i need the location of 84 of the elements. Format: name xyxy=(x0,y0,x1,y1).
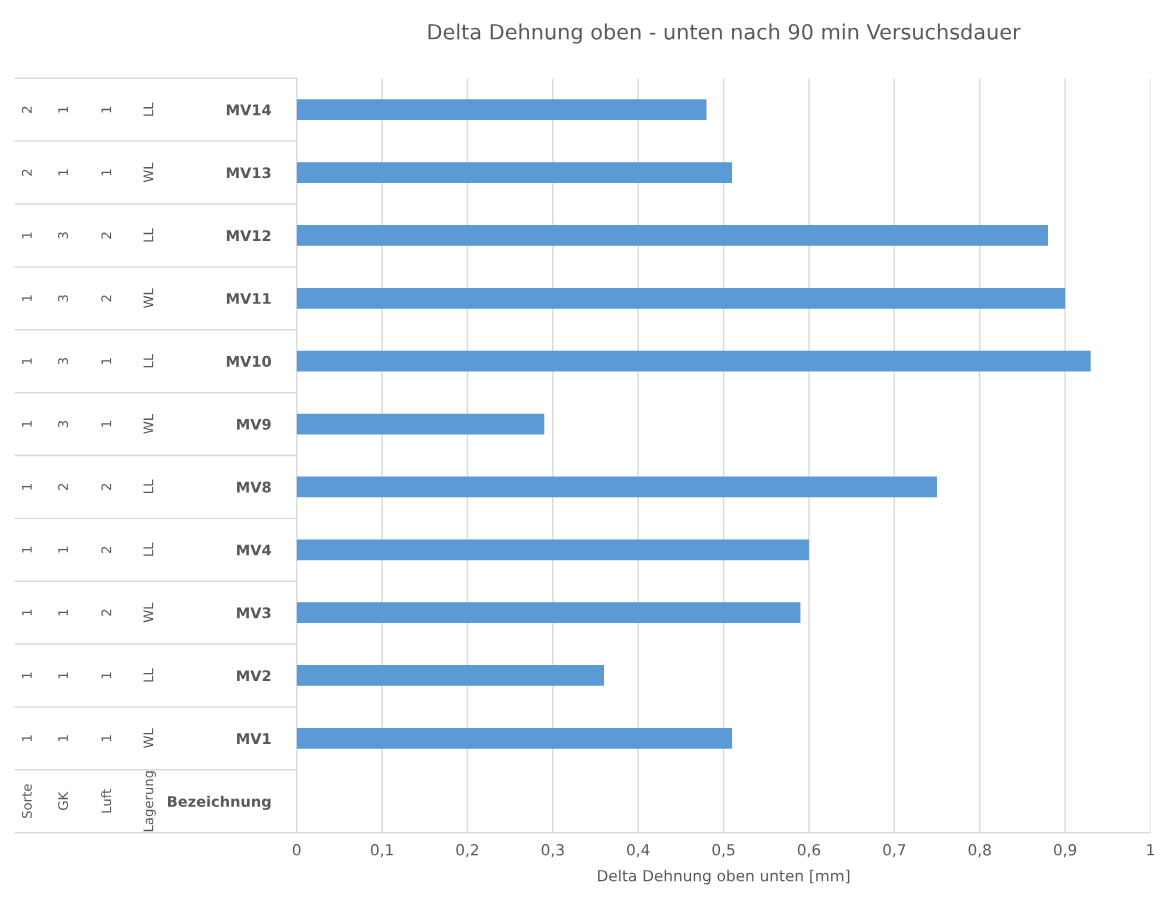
text: 1 xyxy=(101,735,112,742)
text: 1 xyxy=(22,295,32,302)
text: 1 xyxy=(58,546,68,553)
x-axis-title: Delta Dehnung oben unten [mm] xyxy=(598,869,850,885)
text: 2 xyxy=(58,484,68,491)
text: WL xyxy=(143,413,154,434)
text: 1 xyxy=(101,106,112,113)
text: WL xyxy=(143,602,154,623)
text: 2 xyxy=(101,484,112,491)
text: 1 xyxy=(58,735,68,742)
x-tick-label: 0,2 xyxy=(456,844,479,858)
x-tick-label: 0,9 xyxy=(1053,844,1077,858)
x-tick-label: 0,3 xyxy=(541,844,564,858)
y-tick-label: MV1 xyxy=(237,733,271,744)
text: LL xyxy=(143,479,154,493)
y-tick-label: MV12 xyxy=(226,230,271,241)
text: LL xyxy=(143,542,154,556)
x-tick-label: 0,6 xyxy=(797,844,821,858)
x-tick-label: 0,4 xyxy=(627,844,650,858)
y-tick-label: MV14 xyxy=(226,104,271,116)
text: 1 xyxy=(58,672,68,679)
text: 2 xyxy=(101,609,112,616)
bar xyxy=(296,539,809,561)
text: 1 xyxy=(58,106,68,113)
text: 2 xyxy=(101,295,112,302)
bar xyxy=(296,476,938,498)
text: WL xyxy=(143,288,154,309)
text: LL xyxy=(143,353,154,368)
text: 1 xyxy=(101,358,112,364)
bar xyxy=(296,602,801,623)
bar xyxy=(296,665,605,686)
y-tick-label: MV13 xyxy=(226,167,271,179)
text: 3 xyxy=(58,232,69,239)
x-tick-label: 0,7 xyxy=(883,844,906,858)
x-tick-label: 0,5 xyxy=(712,844,735,858)
text: 1 xyxy=(58,609,68,616)
text: 3 xyxy=(58,295,69,302)
y-tick-label: MV9 xyxy=(237,418,271,430)
x-tick-label: 0,8 xyxy=(968,844,991,858)
y-tick-label: MV11 xyxy=(226,293,271,304)
y-tick-label: MV2 xyxy=(237,670,271,682)
text: 1 xyxy=(22,672,32,679)
text: 1 xyxy=(22,546,32,553)
text: Luft xyxy=(101,789,112,813)
text: 1 xyxy=(101,421,112,427)
bar xyxy=(296,162,733,183)
bar xyxy=(296,727,733,749)
y-tick-label: MV4 xyxy=(237,544,271,556)
text: 2 xyxy=(21,106,32,113)
y-tick-label: MV10 xyxy=(226,355,271,367)
text: 1 xyxy=(101,672,112,679)
x-tick-label: 0,1 xyxy=(370,844,393,858)
text: GK xyxy=(58,791,69,810)
text: 1 xyxy=(58,169,68,176)
text: 1 xyxy=(22,232,32,239)
bar xyxy=(296,350,1091,372)
text: 2 xyxy=(101,232,112,239)
text: 1 xyxy=(22,609,32,616)
x-tick-label: 0 xyxy=(292,844,301,856)
text: 2 xyxy=(21,169,32,176)
text: 1 xyxy=(22,421,32,427)
y-tick-label: Bezeichnung xyxy=(168,795,271,810)
text: 3 xyxy=(58,420,69,428)
text: WL xyxy=(143,162,154,183)
text: LL xyxy=(143,668,154,682)
text: Sorte xyxy=(21,784,32,818)
text: 1 xyxy=(101,169,112,176)
y-tick-label: MV3 xyxy=(237,607,271,619)
text: 1 xyxy=(22,735,32,742)
chart-title: Delta Dehnung oben - unten nach 90 min Versuchsdauer xyxy=(428,23,1021,44)
x-tick-label: 1 xyxy=(1147,844,1154,856)
text: WL xyxy=(143,728,154,749)
text: LL xyxy=(143,102,154,116)
text: 1 xyxy=(22,483,32,490)
text: Lagerung xyxy=(143,771,156,832)
text: 1 xyxy=(22,358,32,364)
text: 3 xyxy=(58,358,69,365)
text: 2 xyxy=(101,546,112,553)
bar xyxy=(296,413,545,435)
bar xyxy=(296,99,707,121)
text: LL xyxy=(143,228,154,242)
bar xyxy=(296,287,1066,309)
y-tick-label: MV8 xyxy=(237,481,271,493)
bar xyxy=(296,225,1049,246)
